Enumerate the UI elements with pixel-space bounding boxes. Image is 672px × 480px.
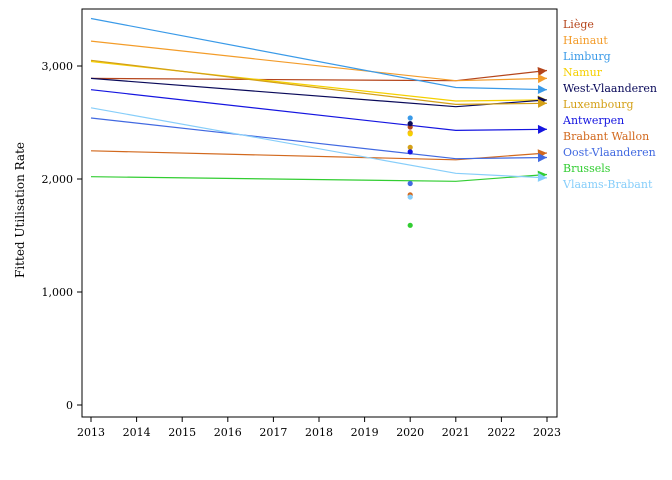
x-tick-label: 2017 — [259, 426, 287, 439]
markers-2020 — [407, 115, 413, 228]
x-tick-label: 2020 — [396, 426, 424, 439]
marker-2020 — [407, 121, 413, 127]
marker-2020 — [407, 115, 413, 121]
legend-entry: Vlaams-Brabant — [562, 178, 653, 191]
series-line — [90, 17, 548, 91]
y-tick-label: 1,000 — [42, 286, 74, 299]
legend: Liège Hainaut Limburg Namur West-Vlaanderen L… — [562, 18, 657, 191]
marker-2020 — [407, 144, 413, 150]
legend-entry: Oost-Vlaanderen — [563, 146, 656, 159]
legend-entry: Antwerpen — [562, 114, 624, 127]
x-tick-label: 2013 — [77, 426, 105, 439]
x-tick-label: 2023 — [533, 426, 561, 439]
legend-entry: Namur — [563, 66, 603, 79]
arrow-heads — [537, 67, 547, 182]
series-lines — [90, 17, 548, 182]
marker-2020 — [407, 149, 413, 155]
series-line — [90, 150, 548, 161]
x-tick-label: 2022 — [487, 426, 515, 439]
series-arrowhead — [537, 67, 547, 76]
series-arrowhead — [537, 124, 547, 134]
series-line — [90, 69, 548, 82]
series-arrowhead — [537, 98, 547, 108]
legend-entry: Brabant Wallon — [563, 130, 649, 143]
legend-entry: West-Vlaanderen — [563, 82, 657, 95]
legend-entry: Brussels — [563, 162, 611, 175]
marker-2020 — [407, 180, 413, 187]
x-tick-label: 2015 — [168, 426, 196, 439]
series-arrowhead — [537, 153, 547, 163]
legend-entry: Luxembourg — [563, 98, 634, 111]
y-tick-label: 3,000 — [42, 60, 74, 73]
series-line — [90, 117, 548, 160]
y-axis: 0 1,000 2,000 3,000 — [42, 60, 82, 412]
series-arrowhead — [537, 85, 547, 95]
plot-area-border — [81, 8, 558, 418]
legend-entry: Hainaut — [563, 34, 608, 47]
series-line — [90, 173, 548, 182]
x-tick-label: 2018 — [305, 426, 333, 439]
series-line — [90, 40, 548, 82]
plot-frame — [81, 8, 558, 418]
marker-2020 — [407, 222, 413, 228]
marker-2020 — [407, 194, 413, 200]
series-arrowhead — [537, 172, 547, 182]
x-tick-label: 2014 — [123, 426, 151, 439]
x-tick-label: 2016 — [214, 426, 242, 439]
marker-2020 — [407, 131, 413, 137]
series-line — [90, 107, 548, 179]
y-axis-title: Fitted Utilisation Rate — [13, 142, 27, 278]
series-line — [90, 59, 548, 106]
y-tick-label: 2,000 — [42, 173, 74, 186]
x-tick-label: 2021 — [442, 426, 470, 439]
series-line — [90, 77, 548, 108]
y-tick-label: 0 — [66, 399, 73, 412]
x-axis: 2013 2014 2015 2016 2017 2018 2019 2020 2021 2022… — [77, 417, 561, 439]
legend-entry: Limburg — [563, 50, 611, 63]
x-tick-label: 2019 — [351, 426, 379, 439]
legend-entry: Liège — [563, 18, 594, 31]
series-line — [90, 89, 548, 132]
series-line — [90, 60, 548, 102]
series-arrowhead — [537, 74, 547, 84]
